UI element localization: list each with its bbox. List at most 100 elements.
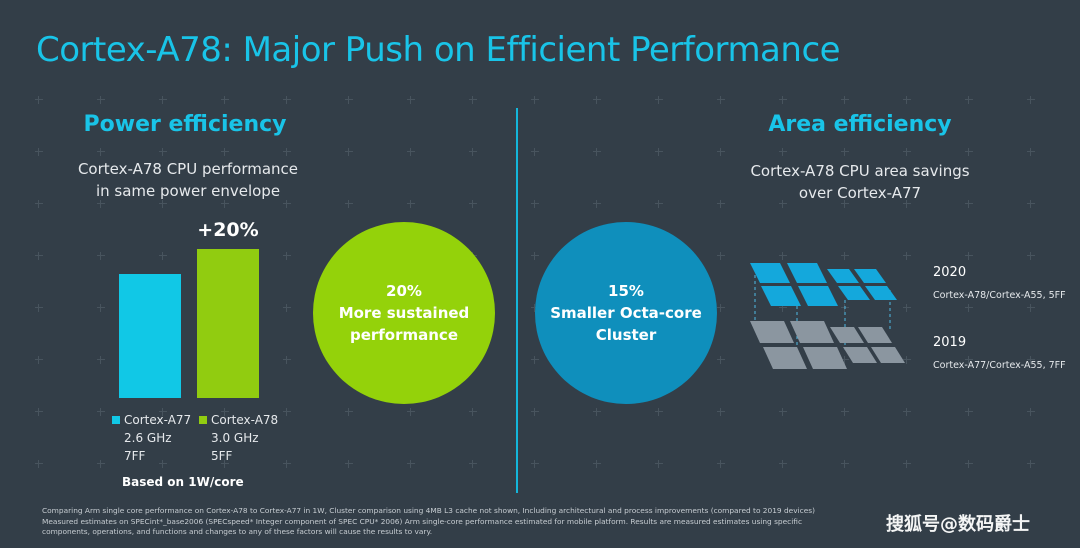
grid-plus-mark — [531, 252, 539, 260]
slide-title: Cortex-A78: Major Push on Efficient Perf… — [36, 30, 841, 70]
area-efficiency-subtitle: Cortex-A78 CPU area savings over Cortex-… — [730, 160, 990, 204]
grid-plus-mark — [1027, 460, 1035, 468]
grid-plus-mark — [717, 408, 725, 416]
grid-plus-mark — [1027, 96, 1035, 104]
area-efficiency-heading: Area efficiency — [768, 112, 952, 137]
grid-plus-mark — [593, 408, 601, 416]
grid-plus-mark — [283, 408, 291, 416]
power-subtitle-line2: in same power envelope — [95, 182, 281, 200]
cluster-tile — [838, 286, 870, 300]
area-subtitle-line2: over Cortex-A77 — [798, 184, 922, 202]
disclaimer-text: Comparing Arm single core performance on… — [42, 506, 912, 538]
grid-plus-mark — [35, 408, 43, 416]
grid-plus-mark — [779, 304, 787, 312]
grid-plus-mark — [593, 460, 601, 468]
grid-plus-mark — [1027, 356, 1035, 364]
cluster-2019-tiles — [750, 321, 905, 369]
cluster-tile — [871, 347, 905, 363]
based-on-note: Based on 1W/core — [122, 475, 244, 489]
grid-plus-mark — [655, 460, 663, 468]
grid-plus-mark — [35, 200, 43, 208]
grid-plus-mark — [593, 200, 601, 208]
grid-plus-mark — [469, 96, 477, 104]
grid-plus-mark — [283, 460, 291, 468]
grid-plus-mark — [1027, 304, 1035, 312]
grid-plus-mark — [965, 356, 973, 364]
disclaimer-line2: Measured estimates on SPECint*_base2006 … — [42, 516, 803, 526]
power-efficiency-subtitle: Cortex-A78 CPU performance in same power… — [40, 158, 336, 202]
grid-plus-mark — [97, 460, 105, 468]
grid-plus-mark — [717, 356, 725, 364]
grid-plus-mark — [97, 304, 105, 312]
grid-plus-mark — [159, 408, 167, 416]
cluster-tile — [787, 263, 827, 283]
grid-plus-mark — [407, 96, 415, 104]
cluster-tile — [750, 263, 790, 283]
smaller-cluster-circle: 15% Smaller Octa-core Cluster — [535, 222, 717, 404]
grid-plus-mark — [1027, 252, 1035, 260]
sustained-performance-circle: 20% More sustained performance — [313, 222, 495, 404]
grid-plus-mark — [841, 408, 849, 416]
bar-cortex-a78 — [197, 249, 259, 398]
grid-plus-mark — [531, 408, 539, 416]
legend-a78-node: 5FF — [211, 449, 233, 463]
grid-plus-mark — [221, 96, 229, 104]
cluster-tile — [865, 286, 897, 300]
grid-plus-mark — [35, 356, 43, 364]
cluster-tile — [763, 347, 807, 369]
performance-increase-label: +20% — [197, 219, 259, 241]
legend-swatch-a77 — [112, 416, 120, 424]
grid-plus-mark — [159, 200, 167, 208]
legend-a78-freq: 3.0 GHz — [211, 431, 259, 445]
grid-plus-mark — [841, 200, 849, 208]
grid-plus-mark — [717, 304, 725, 312]
year-2019-label: 2019 — [933, 335, 967, 350]
grid-plus-mark — [965, 460, 973, 468]
grid-plus-mark — [159, 96, 167, 104]
grid-plus-mark — [221, 200, 229, 208]
cluster-area-diagram — [750, 263, 905, 369]
grid-plus-mark — [159, 460, 167, 468]
grid-plus-mark — [717, 460, 725, 468]
grid-plus-mark — [841, 148, 849, 156]
power-efficiency-heading: Power efficiency — [83, 112, 287, 137]
grid-plus-mark — [965, 96, 973, 104]
grid-plus-mark — [1027, 148, 1035, 156]
grid-plus-mark — [1027, 200, 1035, 208]
grid-plus-mark — [531, 460, 539, 468]
power-subtitle-line1: Cortex-A78 CPU performance — [77, 160, 299, 178]
grid-plus-mark — [97, 408, 105, 416]
grid-plus-mark — [97, 96, 105, 104]
grid-plus-mark — [283, 356, 291, 364]
cluster-tile — [761, 286, 801, 306]
grid-plus-mark — [407, 200, 415, 208]
grid-plus-mark — [159, 252, 167, 260]
smaller-cluster-value: 15% — [608, 282, 644, 300]
grid-plus-mark — [159, 148, 167, 156]
grid-plus-mark — [965, 304, 973, 312]
grid-plus-mark — [221, 408, 229, 416]
area-subtitle-line1: Cortex-A78 CPU area savings — [750, 162, 970, 180]
disclaimer-line1: Comparing Arm single core performance on… — [42, 506, 815, 515]
grid-plus-mark — [965, 408, 973, 416]
grid-plus-mark — [655, 200, 663, 208]
grid-plus-mark — [97, 252, 105, 260]
grid-plus-mark — [655, 148, 663, 156]
smaller-cluster-line3: Cluster — [595, 326, 657, 344]
grid-plus-mark — [779, 460, 787, 468]
disclaimer-line3: components, operations, and functions an… — [42, 527, 433, 536]
cluster-tile — [798, 286, 838, 306]
cluster-tile — [858, 327, 892, 343]
grid-plus-mark — [283, 200, 291, 208]
grid-plus-mark — [779, 252, 787, 260]
sustained-performance-line3: performance — [349, 326, 459, 344]
sustained-performance-line2: More sustained — [338, 304, 470, 322]
grid-plus-mark — [283, 148, 291, 156]
grid-plus-mark — [779, 408, 787, 416]
grid-plus-mark — [655, 408, 663, 416]
grid-plus-mark — [407, 148, 415, 156]
grid-plus-mark — [903, 460, 911, 468]
legend-a77-freq: 2.6 GHz — [124, 431, 172, 445]
grid-plus-mark — [35, 96, 43, 104]
grid-plus-mark — [35, 252, 43, 260]
